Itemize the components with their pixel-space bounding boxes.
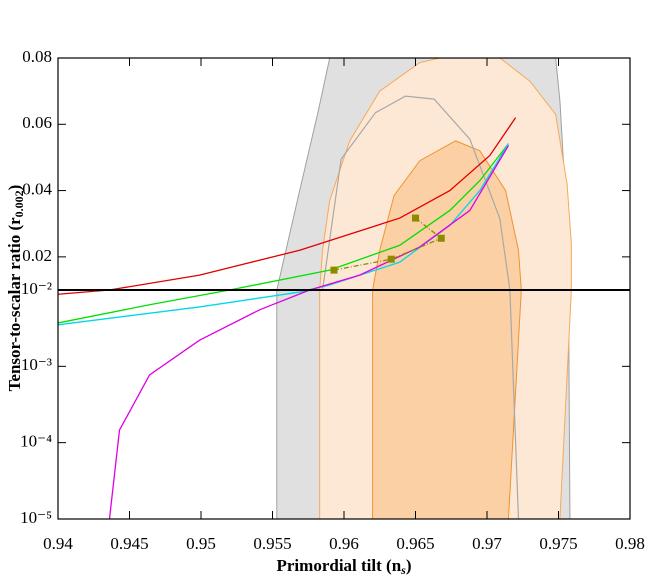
x-label-sub: s — [400, 563, 406, 577]
x-tick-label: 0.98 — [615, 534, 645, 553]
y-label-end: ) — [5, 185, 24, 191]
y-tick-label: 0.06 — [22, 113, 52, 132]
series-line — [58, 117, 517, 295]
series-line — [58, 145, 508, 324]
y-label-text: Tensor-to-scalar ratio (r — [5, 217, 24, 392]
x-tick-label: 0.975 — [539, 534, 577, 553]
point-marker — [412, 214, 419, 222]
contour-line — [321, 95, 520, 519]
y-tick-label: 0.04 — [22, 179, 52, 198]
y-label-sub: 0.002 — [12, 190, 26, 217]
y-tick-label: 10⁻⁵ — [20, 508, 52, 527]
x-tick-label: 0.955 — [253, 534, 291, 553]
x-label-text: Primordial tilt (n — [277, 556, 402, 575]
y-tick-label: 0.02 — [22, 246, 52, 265]
x-axis-label: Primordial tilt (ns) — [277, 556, 412, 577]
x-tick-label: 0.96 — [329, 534, 359, 553]
x-tick-label: 0.94 — [43, 534, 73, 553]
x-tick-label: 0.945 — [110, 534, 148, 553]
series-line — [108, 145, 510, 519]
axes: 0.94 0.945 0.95 0.955 0.96 0.965 0.97 0.975 0.98… — [20, 47, 645, 553]
point-marker — [330, 266, 338, 274]
y-tick-label: 10⁻² — [21, 279, 52, 298]
series-line — [58, 143, 510, 326]
point-marker — [387, 255, 395, 263]
x-tick-label: 0.95 — [186, 534, 216, 553]
x-label-end: ) — [406, 556, 412, 575]
confidence-region — [372, 140, 522, 519]
y-axis-label: Tensor-to-scalar ratio (r0.002) — [5, 185, 26, 392]
y-tick-label: 0.08 — [22, 47, 52, 66]
plot-area — [58, 58, 572, 519]
y-tick-label: 10⁻³ — [21, 355, 52, 374]
x-tick-label: 0.965 — [396, 534, 434, 553]
point-marker — [437, 234, 445, 242]
y-tick-label: 10⁻⁴ — [20, 432, 52, 451]
x-tick-label: 0.97 — [472, 534, 502, 553]
